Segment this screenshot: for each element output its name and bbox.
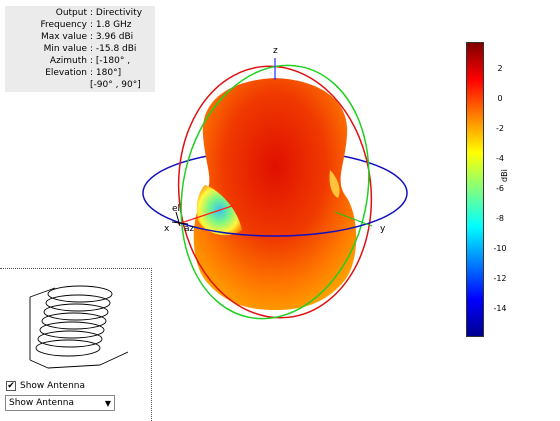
info-value: : 180°] — [90, 68, 122, 78]
antenna-inset-panel — [0, 268, 152, 421]
info-key: Min value — [43, 44, 87, 54]
antenna-view-select[interactable]: Show Antenna ▼ — [5, 395, 115, 411]
info-panel: Output : Directivity Frequency : 1.8 GHz… — [5, 6, 155, 92]
show-antenna-label: Show Antenna — [20, 381, 85, 391]
info-key: Output — [55, 8, 87, 18]
azimuth-ring-front — [142, 192, 408, 237]
colorbar — [466, 42, 484, 337]
colorbar-tick: -12 — [493, 274, 507, 283]
info-value: : -15.8 dBi — [90, 44, 137, 54]
info-value: [-90° , 90°] — [90, 80, 141, 90]
info-row-frequency: Frequency : 1.8 GHz — [5, 20, 155, 32]
info-row-min: Min value : -15.8 dBi — [5, 44, 155, 56]
info-value: : 1.8 GHz — [90, 20, 132, 30]
x-axis-label: x — [164, 224, 170, 234]
elevation-cut-green — [180, 64, 370, 320]
checkbox-check-icon[interactable]: ✔ — [6, 381, 16, 391]
info-key: Max value — [40, 32, 87, 42]
info-row-elevation: Elevation : 180°] — [5, 68, 155, 80]
colorbar-unit-label: dBi — [500, 169, 509, 182]
info-key: Elevation — [45, 68, 87, 78]
info-row-max: Max value : 3.96 dBi — [5, 32, 155, 44]
colorbar-tick: 2 — [497, 64, 503, 73]
colorbar-tick: -6 — [496, 184, 504, 193]
radiation-lobe-surface — [193, 78, 357, 310]
el-label: el — [172, 204, 181, 214]
chevron-down-icon[interactable]: ▼ — [104, 399, 111, 408]
info-key: Frequency — [40, 20, 88, 30]
colorbar-tick: -10 — [493, 244, 507, 253]
colorbar-tick: -2 — [496, 124, 504, 133]
colorbar-tick: -8 — [496, 214, 504, 223]
info-value: : Directivity — [90, 8, 143, 18]
z-axis-label: z — [273, 46, 278, 56]
info-row-azimuth: Azimuth : [-180° , — [5, 56, 155, 68]
radiation-highlight-region — [329, 170, 340, 198]
az-label: az — [184, 224, 195, 234]
info-row-output: Output : Directivity — [5, 8, 155, 20]
info-value: : [-180° , — [90, 56, 131, 66]
x-axis-line — [177, 204, 236, 225]
helix-antenna-icon — [29, 285, 129, 369]
colorbar-tick: -14 — [493, 304, 507, 313]
az-marker-line — [171, 221, 189, 225]
info-row-elevation-range: [-90° , 90°] — [5, 80, 155, 92]
colorbar-tick: 0 — [497, 94, 503, 103]
colorbar-tick: -4 — [496, 154, 504, 163]
info-value: : 3.96 dBi — [90, 32, 134, 42]
show-antenna-checkbox[interactable]: ✔ Show Antenna — [6, 381, 85, 391]
el-marker-line — [175, 211, 181, 227]
y-axis-label: y — [380, 224, 386, 234]
info-key: Azimuth — [49, 56, 87, 66]
antenna-select-value: Show Antenna — [9, 398, 74, 408]
y-axis-line — [334, 211, 373, 227]
elevation-cut-red — [177, 65, 373, 319]
